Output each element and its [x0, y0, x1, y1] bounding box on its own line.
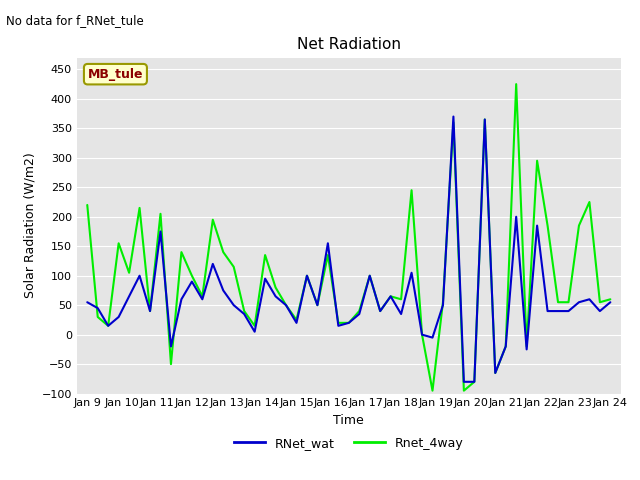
RNet_wat: [241, 311, 248, 317]
Rnet_4way: [251, 323, 259, 329]
Rnet_4way: [607, 297, 614, 302]
RNet_wat: [251, 329, 259, 335]
RNet_wat: [481, 117, 489, 122]
Text: No data for f_RNet_tule: No data for f_RNet_tule: [6, 14, 144, 27]
Line: RNet_wat: RNet_wat: [87, 117, 611, 382]
RNet_wat: [607, 300, 614, 305]
RNet_wat: [83, 300, 91, 305]
Rnet_4way: [241, 308, 248, 314]
Rnet_4way: [596, 300, 604, 305]
Rnet_4way: [470, 379, 478, 384]
RNet_wat: [449, 114, 457, 120]
Line: Rnet_4way: Rnet_4way: [87, 84, 611, 391]
Rnet_4way: [198, 293, 206, 299]
Y-axis label: Solar Radiation (W/m2): Solar Radiation (W/m2): [23, 153, 36, 299]
Rnet_4way: [83, 202, 91, 208]
X-axis label: Time: Time: [333, 414, 364, 427]
Rnet_4way: [439, 300, 447, 305]
RNet_wat: [198, 297, 206, 302]
Legend: RNet_wat, Rnet_4way: RNet_wat, Rnet_4way: [229, 432, 468, 455]
RNet_wat: [596, 308, 604, 314]
Title: Net Radiation: Net Radiation: [297, 37, 401, 52]
Rnet_4way: [429, 388, 436, 394]
RNet_wat: [429, 335, 436, 340]
Rnet_4way: [513, 81, 520, 87]
Text: MB_tule: MB_tule: [88, 68, 143, 81]
RNet_wat: [460, 379, 468, 384]
